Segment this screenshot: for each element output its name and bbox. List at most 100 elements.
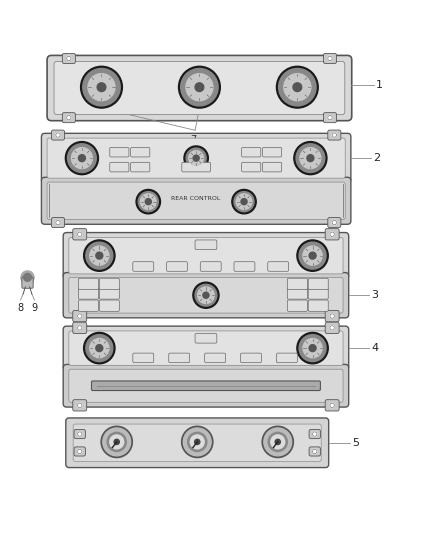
Circle shape	[193, 155, 199, 161]
Text: 1: 1	[376, 80, 383, 90]
Circle shape	[145, 199, 151, 205]
FancyBboxPatch shape	[169, 353, 190, 362]
Circle shape	[189, 151, 204, 166]
Circle shape	[198, 287, 214, 303]
FancyBboxPatch shape	[74, 430, 85, 439]
FancyBboxPatch shape	[195, 240, 217, 249]
Circle shape	[141, 194, 156, 209]
Circle shape	[294, 142, 327, 175]
FancyBboxPatch shape	[262, 148, 282, 157]
Circle shape	[193, 282, 219, 308]
FancyBboxPatch shape	[54, 61, 345, 115]
FancyBboxPatch shape	[276, 353, 297, 362]
FancyBboxPatch shape	[78, 300, 99, 311]
Circle shape	[88, 74, 115, 101]
Circle shape	[296, 144, 325, 173]
Circle shape	[268, 432, 287, 451]
Circle shape	[328, 116, 332, 120]
FancyBboxPatch shape	[328, 130, 341, 140]
Circle shape	[97, 83, 106, 92]
Circle shape	[96, 345, 103, 352]
FancyBboxPatch shape	[78, 288, 99, 299]
Circle shape	[330, 314, 334, 318]
Circle shape	[297, 240, 328, 271]
Circle shape	[114, 439, 119, 445]
Circle shape	[107, 432, 126, 451]
Circle shape	[65, 142, 99, 175]
Circle shape	[84, 240, 115, 271]
Circle shape	[313, 432, 317, 436]
Circle shape	[236, 194, 252, 209]
Circle shape	[110, 435, 124, 449]
FancyBboxPatch shape	[51, 217, 64, 228]
FancyBboxPatch shape	[234, 262, 255, 271]
Circle shape	[78, 155, 85, 161]
Circle shape	[78, 403, 82, 408]
Circle shape	[182, 426, 213, 457]
Circle shape	[303, 246, 322, 265]
Circle shape	[195, 83, 204, 92]
Circle shape	[300, 148, 321, 168]
Text: 3: 3	[371, 290, 378, 300]
FancyBboxPatch shape	[328, 217, 341, 228]
Circle shape	[56, 133, 60, 137]
Circle shape	[241, 199, 247, 205]
Circle shape	[83, 68, 120, 106]
FancyBboxPatch shape	[131, 163, 150, 172]
Text: 2: 2	[374, 153, 381, 163]
Circle shape	[194, 439, 200, 445]
Text: REAR CONTROL: REAR CONTROL	[171, 196, 221, 201]
FancyBboxPatch shape	[166, 262, 187, 271]
FancyBboxPatch shape	[47, 182, 345, 220]
FancyBboxPatch shape	[287, 288, 307, 299]
Circle shape	[309, 345, 316, 352]
Circle shape	[90, 338, 109, 358]
FancyBboxPatch shape	[99, 300, 119, 311]
Circle shape	[232, 189, 256, 214]
Circle shape	[24, 273, 32, 281]
FancyBboxPatch shape	[73, 229, 87, 240]
Circle shape	[101, 426, 132, 457]
FancyBboxPatch shape	[323, 53, 336, 63]
Circle shape	[187, 432, 207, 451]
FancyBboxPatch shape	[66, 418, 328, 467]
Circle shape	[279, 68, 316, 106]
FancyBboxPatch shape	[131, 148, 150, 157]
Circle shape	[96, 252, 103, 259]
FancyBboxPatch shape	[47, 55, 352, 120]
FancyBboxPatch shape	[205, 353, 226, 362]
FancyBboxPatch shape	[325, 322, 339, 334]
Circle shape	[71, 148, 92, 168]
Circle shape	[271, 435, 285, 449]
FancyBboxPatch shape	[308, 278, 328, 289]
FancyBboxPatch shape	[195, 334, 217, 343]
FancyBboxPatch shape	[99, 288, 119, 299]
FancyBboxPatch shape	[309, 447, 321, 456]
FancyBboxPatch shape	[42, 133, 351, 183]
Circle shape	[90, 246, 109, 265]
FancyBboxPatch shape	[287, 278, 307, 289]
FancyBboxPatch shape	[73, 310, 87, 322]
Circle shape	[103, 428, 131, 456]
Circle shape	[203, 292, 209, 298]
FancyBboxPatch shape	[325, 229, 339, 240]
FancyBboxPatch shape	[262, 163, 282, 172]
FancyBboxPatch shape	[69, 277, 343, 313]
Circle shape	[67, 56, 71, 61]
FancyBboxPatch shape	[63, 365, 349, 407]
FancyBboxPatch shape	[325, 310, 339, 322]
FancyBboxPatch shape	[133, 262, 154, 271]
Circle shape	[184, 428, 211, 456]
Circle shape	[86, 335, 113, 361]
FancyBboxPatch shape	[323, 112, 336, 123]
FancyBboxPatch shape	[309, 430, 321, 439]
Circle shape	[138, 192, 158, 212]
Circle shape	[78, 449, 82, 454]
Circle shape	[332, 220, 336, 225]
Circle shape	[313, 449, 317, 454]
FancyBboxPatch shape	[240, 353, 261, 362]
FancyBboxPatch shape	[73, 400, 87, 411]
FancyBboxPatch shape	[51, 130, 64, 140]
Circle shape	[81, 66, 122, 108]
Circle shape	[264, 428, 292, 456]
